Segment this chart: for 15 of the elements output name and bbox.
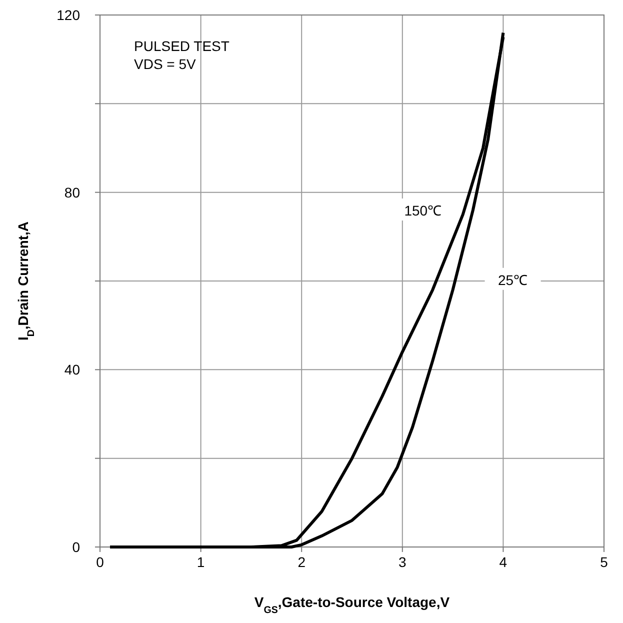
y-tick-label: 0 xyxy=(72,539,80,555)
x-tick-label: 4 xyxy=(499,554,508,570)
y-tick-label: 40 xyxy=(64,362,80,378)
annotation: VDS = 5V xyxy=(134,56,197,72)
x-tick-label: 1 xyxy=(196,554,205,570)
x-axis-title: V$_{GS}$,Gate-to-Source Voltage,V xyxy=(254,594,450,616)
annotation: PULSED TEST xyxy=(134,38,230,54)
x-tick-label: 5 xyxy=(600,554,608,570)
x-tick-label: 2 xyxy=(298,554,306,570)
x-tick-label: 0 xyxy=(96,554,104,570)
text: 25℃ xyxy=(498,272,528,288)
x-tick-label: 3 xyxy=(398,554,406,570)
y-tick-label: 80 xyxy=(64,184,80,200)
y-tick-label: 120 xyxy=(56,7,80,23)
series-label: 150℃ xyxy=(404,202,442,218)
